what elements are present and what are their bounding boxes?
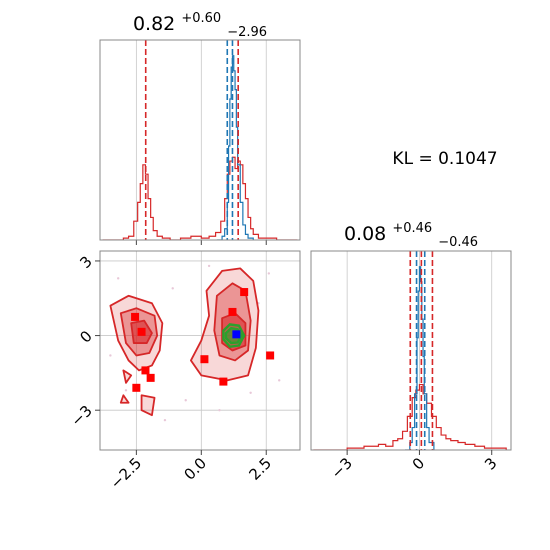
red-sample-point — [141, 366, 150, 375]
sample-speck — [124, 389, 128, 392]
x-tick-label: 3 — [481, 454, 500, 473]
sample-speck — [267, 272, 271, 275]
joint-x-ticks: −2.5 0.0 2.5 — [107, 450, 275, 493]
histogram-series-0 — [102, 156, 298, 240]
marginal-y-panel: −3 0 3 0.08 +0.46 −0.46 — [310, 215, 512, 482]
sample-speck — [109, 354, 112, 357]
red-sample-point — [219, 377, 228, 386]
marginal-y-plot — [313, 251, 507, 450]
y-tick-label: 3 — [76, 252, 95, 271]
marginal-y-title-upper: +0.46 — [392, 221, 432, 236]
red-sample-point — [200, 355, 209, 364]
red-contour-outer — [140, 394, 156, 417]
sample-speck — [249, 391, 252, 394]
red-contour-outer — [122, 369, 133, 384]
y-tick-label: 0 — [76, 327, 95, 346]
red-sample-point — [266, 351, 275, 360]
histogram-series-1 — [216, 55, 254, 240]
red-contour-outer — [119, 394, 130, 404]
sample-speck — [218, 409, 221, 412]
red-sample-point — [240, 288, 249, 297]
marginal-x-panel: 0.82 +0.60 −2.96 — [99, 5, 301, 245]
histogram-series-0 — [313, 383, 507, 450]
marginal-x-title: 0.82 +0.60 −2.96 — [133, 5, 267, 40]
joint-frame — [99, 250, 301, 451]
sample-speck — [171, 287, 174, 290]
x-tick-label: −2.5 — [107, 454, 145, 492]
x-tick-label: 0 — [409, 454, 428, 473]
red-sample-point — [132, 383, 141, 392]
sample-speck — [163, 418, 167, 422]
x-tick-label: 0.0 — [181, 454, 211, 484]
marginal-y-title-lower: −0.46 — [438, 235, 478, 250]
joint-plot — [109, 264, 281, 422]
x-tick-label: −3 — [328, 454, 356, 482]
marginal-x-title-value: 0.82 — [133, 13, 175, 35]
marginal-x-plot — [102, 40, 298, 240]
marginal-y-title-value: 0.08 — [344, 223, 386, 245]
marginal-x-grid — [135, 40, 267, 245]
joint-panel: −2.5 0.0 2.5 −3 0 3 — [68, 250, 301, 493]
red-sample-point — [146, 373, 155, 382]
marginal-y-title: 0.08 +0.46 −0.46 — [344, 215, 478, 250]
sample-speck — [207, 264, 211, 268]
kl-annotation: KL = 0.1047 — [392, 149, 497, 169]
sample-speck — [116, 277, 120, 280]
sample-speck — [184, 399, 187, 402]
red-sample-point — [137, 327, 146, 336]
marginal-x-title-upper: +0.60 — [181, 11, 221, 26]
marginal-y-frame — [310, 250, 512, 451]
joint-y-ticks: −3 0 3 — [68, 252, 100, 430]
red-sample-point — [131, 312, 140, 321]
marginal-x-title-lower: −2.96 — [227, 25, 267, 40]
x-tick-label: 2.5 — [245, 454, 275, 484]
sample-speck — [278, 379, 281, 382]
blue-truth-point — [232, 330, 241, 339]
marginal-y-x-ticks: −3 0 3 — [328, 450, 501, 482]
marginal-x-frame — [99, 39, 301, 241]
y-tick-label: −3 — [68, 402, 96, 430]
red-sample-point — [228, 307, 237, 316]
histogram-series-1 — [404, 266, 435, 450]
